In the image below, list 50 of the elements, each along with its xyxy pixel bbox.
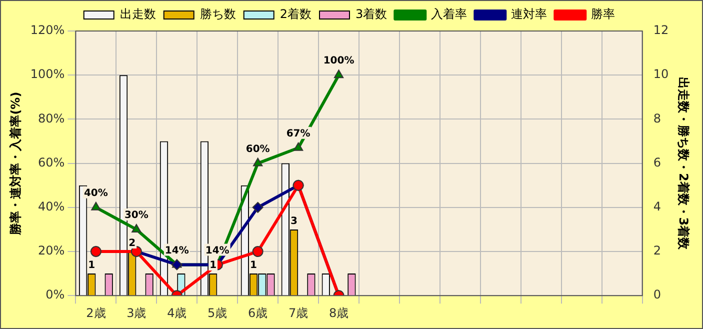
point [171, 259, 182, 270]
point [132, 224, 142, 232]
y2-tick-label: 8 [653, 111, 661, 126]
x-tick-label: 3歳 [126, 306, 146, 320]
data-label: 1 [88, 260, 96, 272]
y-tick-label: 40% [38, 200, 65, 214]
data-label: 1 [210, 260, 217, 272]
legend-label: 連対率 [511, 7, 548, 22]
data-label: 14% [164, 245, 189, 256]
data-label: 30% [124, 210, 148, 222]
data-label: 3 [290, 216, 298, 228]
y-tick-label: 100% [30, 67, 65, 82]
data-label: 1 [250, 260, 258, 272]
point [293, 142, 304, 151]
legend-label: 勝率 [591, 7, 616, 22]
data-label: 100% [323, 56, 354, 67]
legend-label: 入着率 [431, 7, 468, 22]
data-label: 2 [128, 238, 136, 250]
x-tick-label: 6歳 [248, 306, 268, 320]
x-tick-label: 2歳 [86, 306, 106, 320]
legend-label: 勝ち数 [200, 7, 236, 22]
x-tick-label: 7歳 [288, 306, 308, 320]
legend-label: 2着数 [280, 7, 312, 22]
y-tick-label: 120% [30, 23, 65, 38]
y-tick-label: 20% [38, 244, 65, 258]
data-label: 60% [246, 144, 270, 155]
data-label: 67% [286, 128, 310, 140]
point [253, 158, 263, 166]
y2-tick-label: 10 [653, 67, 669, 82]
x-tick-label: 4歳 [167, 306, 187, 320]
legend-label: 出走数 [120, 7, 156, 22]
y2-axis-title: 出走数・勝ち数・2着数・3着数 [676, 76, 691, 251]
data-label: 40% [84, 188, 108, 199]
x-tick-label: 8歳 [328, 306, 349, 320]
legend-label: 3着数 [356, 7, 388, 22]
y-tick-label: 80% [38, 111, 65, 126]
point [334, 70, 344, 78]
y-axis-title: 勝率・連対率・入着率(%) [8, 92, 22, 236]
y-tick-label: 60% [38, 155, 65, 170]
y2-tick-label: 4 [653, 200, 661, 214]
point [252, 246, 264, 257]
point [91, 202, 101, 210]
y2-tick-label: 0 [653, 288, 661, 302]
y2-tick-label: 6 [653, 155, 661, 170]
y-tick-label: 0% [46, 288, 65, 302]
x-tick-label: 5歳 [208, 306, 228, 320]
data-label: 14% [205, 245, 230, 256]
y2-tick-label: 12 [653, 23, 669, 38]
y2-tick-label: 2 [653, 244, 661, 258]
point [252, 202, 264, 213]
